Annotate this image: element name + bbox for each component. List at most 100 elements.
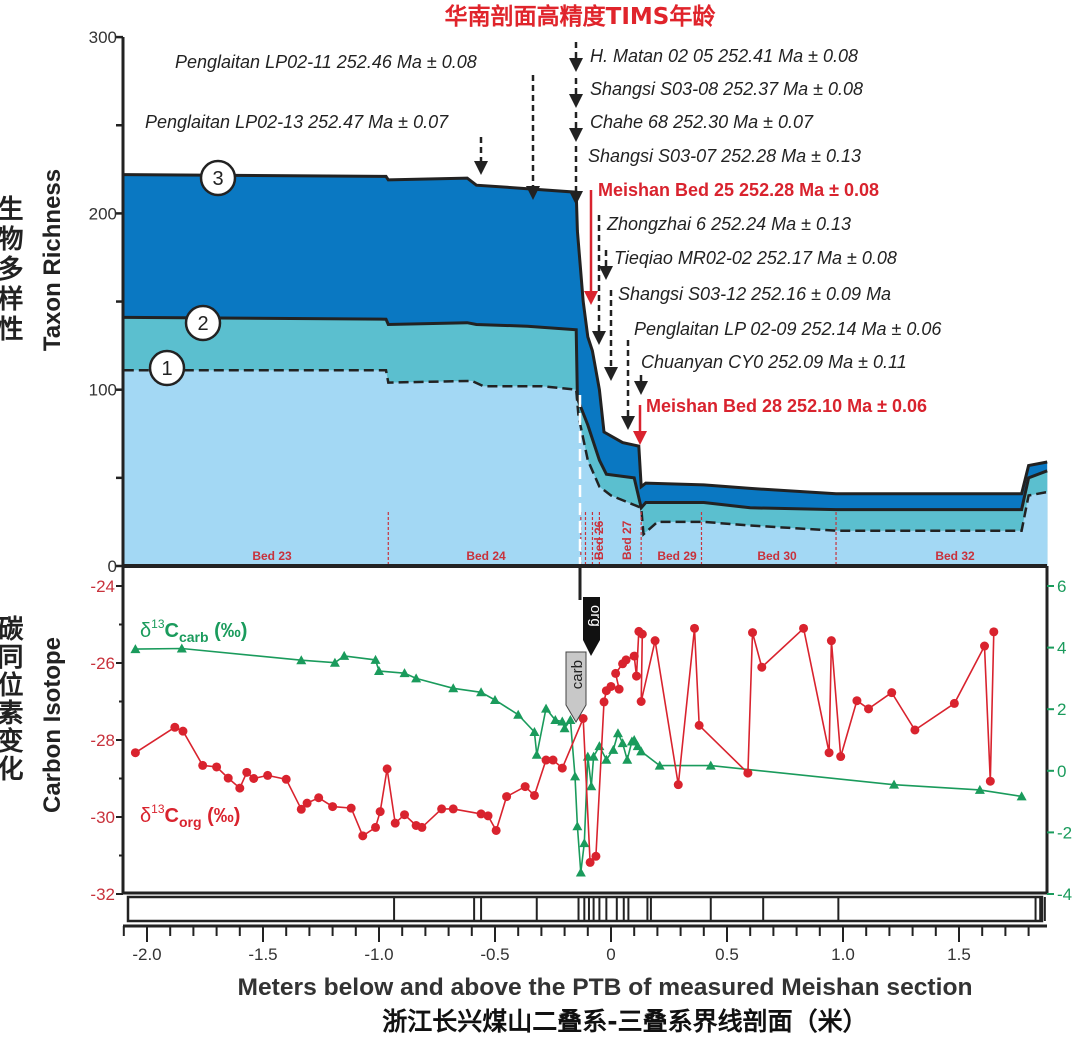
org-data-point: [836, 752, 846, 762]
org-data-point: [548, 755, 558, 765]
carb-data-point: [448, 683, 459, 693]
upper-ylabel: Taxon Richness: [39, 169, 66, 351]
carb-data-point: [575, 867, 586, 877]
org-data-point: [585, 857, 595, 867]
x-tick-label: 1.5: [947, 945, 971, 964]
org-data-point: [382, 764, 392, 774]
org-data-point: [178, 726, 188, 736]
right-y-tick-label: -2: [1057, 823, 1072, 842]
arrow-head-icon: [634, 381, 648, 395]
bed-label: Bed 27: [620, 520, 634, 560]
org-data-point: [130, 748, 140, 758]
age-annotation: Shangsi S03-07 252.28 Ma ± 0.13: [588, 146, 861, 166]
carb-data-point: [622, 754, 633, 764]
carb-marker-label: carb: [569, 660, 586, 689]
carb-data-point: [296, 655, 307, 665]
age-annotation: Penglaitan LP 02-09 252.14 Ma ± 0.06: [634, 319, 942, 339]
org-data-point: [949, 698, 959, 708]
taxon-richness-chart: Bed 23 Bed 24 Bed 26 Bed 27 Bed 29 Bed 30 Bed …: [0, 28, 1048, 576]
x-tick-label: -1.5: [248, 945, 277, 964]
carb-data-point: [130, 644, 141, 654]
series-label-part: C: [165, 805, 179, 827]
org-data-point: [650, 636, 660, 646]
org-data-point: [483, 811, 493, 821]
x-tick-label: -2.0: [132, 945, 161, 964]
org-data-point: [400, 810, 410, 820]
carb-data-point: [579, 838, 590, 848]
org-data-point: [743, 768, 753, 778]
org-data-point: [599, 697, 609, 707]
series-label-org: δ13Corg (‰): [140, 802, 240, 830]
org-data-point: [636, 697, 646, 706]
carb-data-point: [654, 760, 665, 770]
left-y-tick-label: -26: [90, 654, 115, 673]
curve-3-line: [123, 173, 1048, 496]
org-data-point: [541, 755, 551, 765]
org-data-point: [629, 651, 639, 661]
org-data-point: [281, 774, 291, 784]
org-data-point: [529, 790, 539, 800]
carb-data-point: [594, 741, 605, 751]
org-data-point: [578, 713, 588, 723]
carb-data-point: [490, 694, 500, 704]
org-data-point: [611, 668, 621, 678]
carb-data-point: [513, 709, 524, 719]
series-line-org: [134, 626, 995, 865]
org-data-point: [358, 831, 368, 841]
org-data-point: [302, 798, 312, 808]
x-tick-label: 0.5: [715, 945, 739, 964]
age-annotation: Chuanyan CY0 252.09 Ma ± 0.11: [641, 352, 907, 372]
org-data-point: [212, 762, 222, 772]
carb-data-point: [617, 738, 628, 748]
org-data-point: [198, 760, 208, 770]
org-data-point: [437, 804, 447, 814]
org-data-point: [826, 636, 836, 646]
carb-data-point: [608, 744, 619, 754]
org-data-point: [748, 628, 758, 638]
curve-number-label: 2: [197, 313, 208, 335]
org-data-point: [864, 704, 874, 714]
left-y-tick-label: -24: [90, 577, 115, 596]
x-tick-label: -1.0: [364, 945, 393, 964]
left-y-tick-label: -30: [90, 808, 115, 827]
org-data-point: [375, 807, 385, 817]
carb-data-point: [588, 751, 599, 761]
carb-data-point: [476, 687, 487, 697]
upper-y-tick-label: 100: [89, 381, 117, 400]
curve-number-circle: [199, 159, 237, 197]
org-data-point: [448, 804, 458, 814]
org-data-point: [417, 822, 427, 832]
org-data-point: [476, 809, 486, 819]
curve-2-line: [123, 315, 1048, 512]
carb-data-point: [339, 650, 350, 660]
age-annotation: Shangsi S03-08 252.37 Ma ± 0.08: [590, 79, 863, 99]
carb-data-point: [370, 654, 381, 664]
org-data-point: [557, 763, 567, 773]
carb-data-point: [1016, 791, 1027, 801]
arrow-head-icon: [604, 367, 618, 381]
org-data-point: [242, 767, 252, 777]
x-tick-label: -0.5: [480, 945, 509, 964]
age-annotation: Penglaitan LP02-13 252.47 Ma ± 0.07: [145, 112, 449, 132]
bed-label: Bed 26: [592, 520, 606, 560]
org-data-point: [989, 627, 999, 637]
org-marker-label: org: [587, 605, 604, 627]
org-data-point: [328, 802, 338, 812]
arrow-head-icon: [592, 331, 606, 345]
carb-data-point: [572, 821, 583, 831]
org-marker-flag: [583, 597, 600, 656]
carb-data-point: [399, 668, 410, 678]
series-label-carb: δ13Ccarb (‰): [140, 617, 247, 645]
carb-data-point: [632, 741, 643, 751]
org-data-point: [852, 696, 862, 706]
carb-data-point: [541, 703, 552, 713]
arrow-head-icon: [474, 161, 488, 175]
arrow-head-icon: [633, 431, 647, 445]
org-data-point: [799, 623, 809, 633]
carb-data-point: [705, 760, 716, 770]
org-data-point: [690, 623, 700, 633]
org-data-point: [910, 725, 920, 735]
series-label-part: (‰): [209, 620, 248, 642]
org-data-point: [606, 681, 616, 691]
